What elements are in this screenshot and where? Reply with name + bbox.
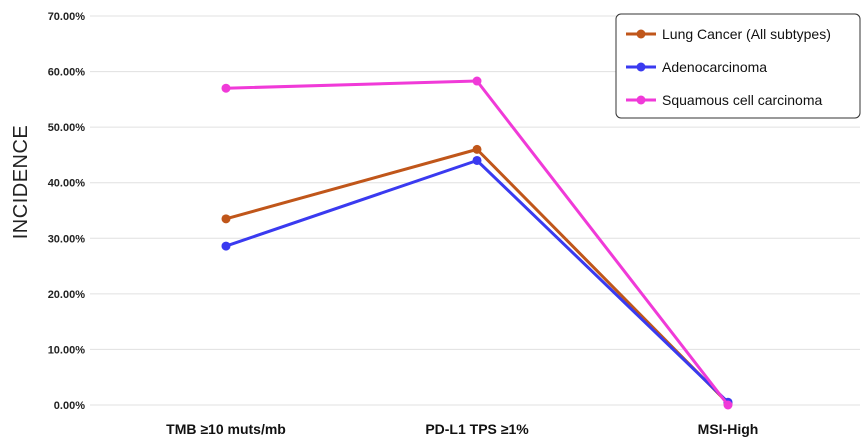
legend-swatch-marker	[636, 62, 646, 72]
y-tick-label: 40.00%	[48, 178, 86, 190]
data-point	[221, 83, 231, 93]
x-tick-label: MSI-High	[698, 421, 759, 437]
data-point	[472, 144, 482, 154]
series-1	[221, 144, 733, 408]
x-tick-label: TMB ≥10 muts/mb	[166, 421, 286, 437]
legend-label: Adenocarcinoma	[662, 59, 767, 75]
data-point	[472, 155, 482, 165]
legend: Lung Cancer (All subtypes) Adenocarcinoma…	[615, 13, 861, 119]
data-point	[221, 241, 231, 251]
series-line	[225, 79, 730, 406]
series-3	[221, 76, 733, 410]
legend-box	[615, 13, 861, 119]
legend-item: Squamous cell carcinoma	[626, 92, 823, 108]
series-line	[225, 147, 730, 405]
y-axis-ticks: 0.00% 10.00% 20.00% 30.00% 40.00% 50.00% 60.00…	[48, 11, 86, 412]
legend-item: Lung Cancer (All subtypes)	[626, 26, 831, 42]
legend-label: Squamous cell carcinoma	[662, 92, 823, 108]
y-tick-label: 10.00%	[48, 344, 86, 356]
legend-label: Lung Cancer (All subtypes)	[662, 26, 831, 42]
x-axis-ticks: TMB ≥10 muts/mb PD-L1 TPS ≥1% MSI-High	[166, 421, 758, 437]
y-axis-label: INCIDENCE	[10, 125, 32, 240]
series-2	[221, 155, 733, 407]
data-point	[723, 400, 733, 410]
gridlines	[90, 15, 860, 406]
y-tick-label: 50.00%	[48, 122, 86, 134]
y-tick-label: 70.00%	[48, 11, 86, 23]
series-lines	[221, 76, 733, 410]
data-point	[221, 214, 231, 224]
x-tick-label: PD-L1 TPS ≥1%	[425, 421, 529, 437]
y-tick-label: 30.00%	[48, 233, 86, 245]
y-tick-label: 0.00%	[54, 400, 85, 412]
legend-swatch-marker	[636, 29, 646, 39]
data-point	[472, 76, 482, 86]
legend-swatch-marker	[636, 95, 646, 105]
legend-item: Adenocarcinoma	[626, 59, 767, 75]
y-tick-label: 60.00%	[48, 67, 86, 79]
y-tick-label: 20.00%	[48, 289, 86, 301]
